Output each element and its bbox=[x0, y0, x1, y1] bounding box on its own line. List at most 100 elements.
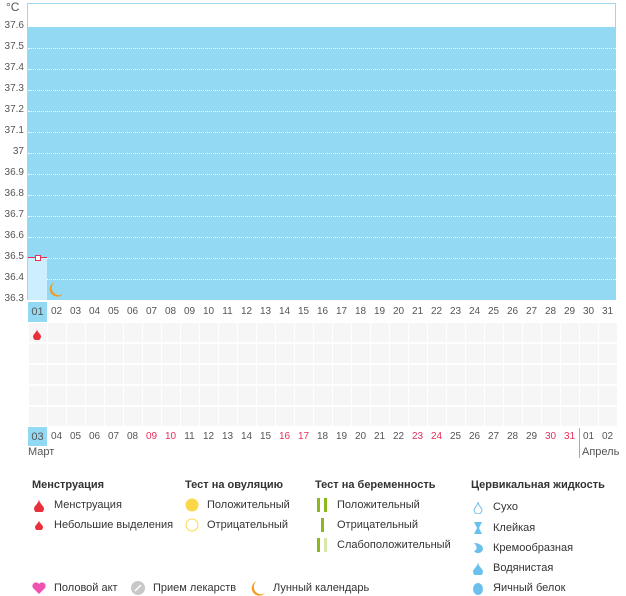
calendar-cell[interactable] bbox=[105, 344, 123, 363]
calendar-cell[interactable] bbox=[143, 365, 161, 384]
date-label[interactable]: 03 bbox=[31, 431, 44, 443]
calendar-cell[interactable] bbox=[523, 386, 541, 405]
calendar-cell[interactable] bbox=[371, 344, 389, 363]
calendar-cell[interactable] bbox=[181, 323, 199, 342]
calendar-cell[interactable] bbox=[276, 407, 294, 426]
date-label[interactable]: 17 bbox=[297, 431, 310, 442]
calendar-cell[interactable] bbox=[276, 365, 294, 384]
calendar-cell[interactable] bbox=[333, 344, 351, 363]
date-label[interactable]: 29 bbox=[525, 431, 538, 442]
calendar-cell[interactable] bbox=[447, 344, 465, 363]
calendar-cell[interactable] bbox=[580, 365, 598, 384]
calendar-cell[interactable] bbox=[333, 407, 351, 426]
calendar-cell[interactable] bbox=[523, 344, 541, 363]
calendar-cell[interactable] bbox=[295, 365, 313, 384]
calendar-cell[interactable] bbox=[276, 323, 294, 342]
day-label[interactable]: 05 bbox=[107, 306, 120, 317]
date-label[interactable]: 23 bbox=[411, 431, 424, 442]
calendar-cell[interactable] bbox=[314, 386, 332, 405]
calendar-cell[interactable] bbox=[390, 344, 408, 363]
calendar-cell[interactable] bbox=[295, 323, 313, 342]
calendar-cell[interactable] bbox=[48, 344, 66, 363]
calendar-cell[interactable] bbox=[257, 407, 275, 426]
day-label[interactable]: 28 bbox=[544, 306, 557, 317]
day-label[interactable]: 02 bbox=[50, 306, 63, 317]
day-label[interactable]: 31 bbox=[601, 306, 614, 317]
calendar-cell[interactable] bbox=[181, 344, 199, 363]
calendar-cell[interactable] bbox=[409, 365, 427, 384]
calendar-cell[interactable] bbox=[276, 386, 294, 405]
calendar-cell[interactable] bbox=[238, 365, 256, 384]
date-label[interactable]: 11 bbox=[184, 431, 195, 442]
calendar-cell[interactable] bbox=[29, 344, 47, 363]
calendar-cell[interactable] bbox=[105, 365, 123, 384]
calendar-cell[interactable] bbox=[238, 344, 256, 363]
calendar-cell[interactable] bbox=[561, 407, 579, 426]
day-label[interactable]: 21 bbox=[411, 306, 424, 317]
day-label[interactable]: 13 bbox=[259, 306, 272, 317]
calendar-cell[interactable] bbox=[143, 407, 161, 426]
calendar-cell[interactable] bbox=[504, 365, 522, 384]
calendar-cell[interactable] bbox=[333, 323, 351, 342]
calendar-cell[interactable] bbox=[371, 407, 389, 426]
calendar-cell[interactable] bbox=[314, 323, 332, 342]
calendar-cell[interactable] bbox=[67, 323, 85, 342]
calendar-cell[interactable] bbox=[200, 344, 218, 363]
calendar-cell[interactable] bbox=[162, 365, 180, 384]
calendar-cell[interactable] bbox=[314, 365, 332, 384]
calendar-cell[interactable] bbox=[86, 365, 104, 384]
date-label[interactable]: 20 bbox=[354, 431, 367, 442]
calendar-cell[interactable] bbox=[162, 344, 180, 363]
calendar-cell[interactable] bbox=[542, 365, 560, 384]
calendar-cell[interactable] bbox=[162, 386, 180, 405]
day-label[interactable]: 17 bbox=[335, 306, 348, 317]
calendar-cell[interactable] bbox=[86, 407, 104, 426]
day-label[interactable]: 29 bbox=[563, 306, 576, 317]
date-label[interactable]: 06 bbox=[88, 431, 101, 442]
calendar-cell[interactable] bbox=[561, 344, 579, 363]
day-label[interactable]: 14 bbox=[278, 306, 291, 317]
calendar-cell[interactable] bbox=[200, 323, 218, 342]
calendar-cell[interactable] bbox=[504, 323, 522, 342]
calendar-cell[interactable] bbox=[124, 344, 142, 363]
calendar-cell[interactable] bbox=[485, 323, 503, 342]
calendar-cell[interactable] bbox=[257, 323, 275, 342]
calendar-cell[interactable] bbox=[314, 344, 332, 363]
calendar-cell[interactable] bbox=[276, 344, 294, 363]
calendar-cell[interactable] bbox=[390, 323, 408, 342]
calendar-cell[interactable] bbox=[504, 386, 522, 405]
calendar-cell[interactable] bbox=[428, 323, 446, 342]
calendar-cell[interactable] bbox=[29, 386, 47, 405]
calendar-cell[interactable] bbox=[542, 323, 560, 342]
day-label[interactable]: 11 bbox=[222, 306, 233, 317]
calendar-cell[interactable] bbox=[352, 344, 370, 363]
calendar-cell[interactable] bbox=[542, 407, 560, 426]
calendar-cell[interactable] bbox=[200, 407, 218, 426]
calendar-cell[interactable] bbox=[238, 407, 256, 426]
calendar-cell[interactable] bbox=[504, 344, 522, 363]
calendar-cell[interactable] bbox=[599, 344, 617, 363]
calendar-cell[interactable] bbox=[295, 386, 313, 405]
date-label[interactable]: 30 bbox=[544, 431, 557, 442]
calendar-cell[interactable] bbox=[428, 344, 446, 363]
calendar-cell[interactable] bbox=[466, 344, 484, 363]
calendar-cell[interactable] bbox=[409, 323, 427, 342]
day-label[interactable]: 01 bbox=[31, 306, 44, 318]
calendar-cell[interactable] bbox=[29, 365, 47, 384]
calendar-cell[interactable] bbox=[390, 386, 408, 405]
calendar-cell[interactable] bbox=[561, 323, 579, 342]
calendar-cell[interactable] bbox=[561, 365, 579, 384]
calendar-cell[interactable] bbox=[352, 365, 370, 384]
day-label[interactable]: 26 bbox=[506, 306, 519, 317]
calendar-cell[interactable] bbox=[523, 323, 541, 342]
date-label[interactable]: 15 bbox=[259, 431, 272, 442]
calendar-cell[interactable] bbox=[105, 407, 123, 426]
temperature-point[interactable] bbox=[35, 255, 41, 261]
calendar-cell[interactable] bbox=[352, 323, 370, 342]
day-label[interactable]: 07 bbox=[145, 306, 158, 317]
calendar-cell[interactable] bbox=[390, 407, 408, 426]
calendar-cell[interactable] bbox=[48, 323, 66, 342]
calendar-cell[interactable] bbox=[333, 365, 351, 384]
date-label[interactable]: 12 bbox=[202, 431, 215, 442]
calendar-cell[interactable] bbox=[466, 386, 484, 405]
